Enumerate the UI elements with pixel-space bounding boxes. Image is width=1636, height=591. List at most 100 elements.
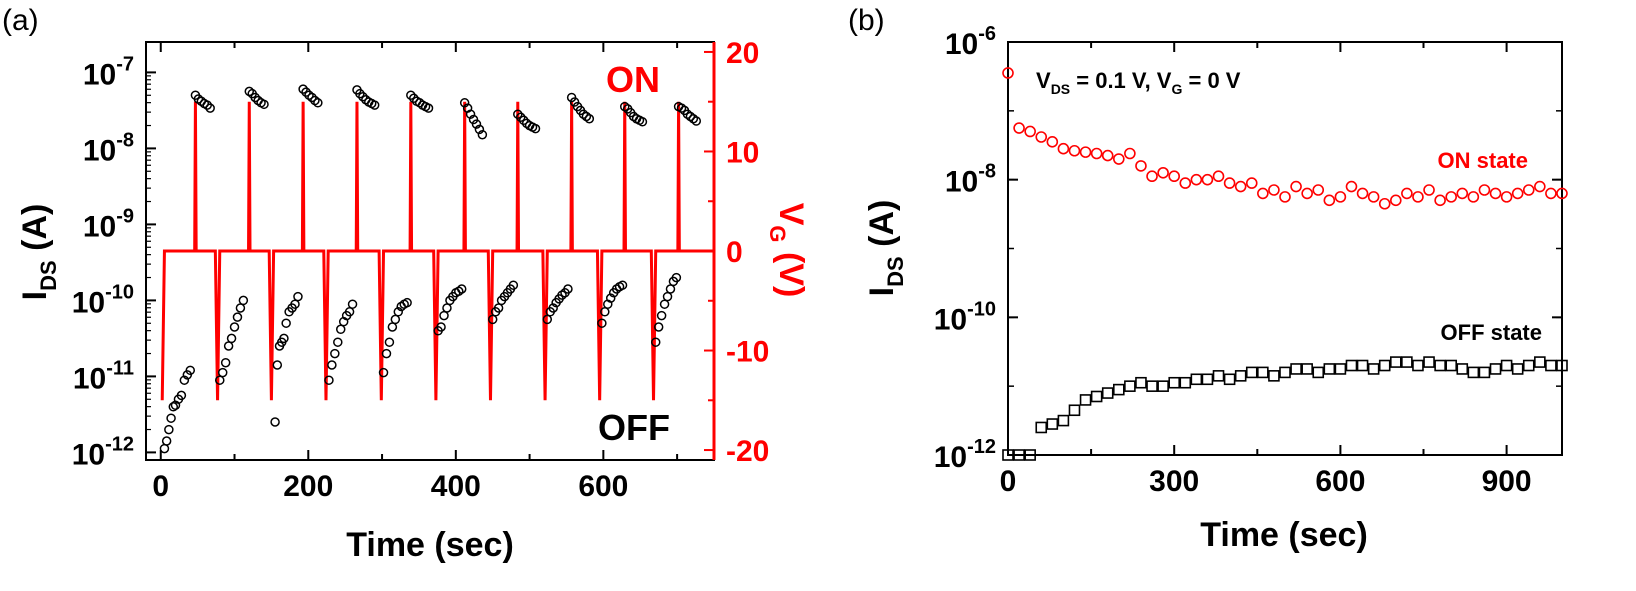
off-point [166,413,176,423]
off-point [161,436,172,446]
on-state-point [1046,136,1059,148]
on-state-point [1223,177,1236,189]
off-state-point [1478,366,1491,379]
off-point [223,341,234,351]
panel-a-y-axis-title: IDS (A) [16,204,61,301]
on-point [423,103,434,113]
off-point [327,360,337,370]
off-state-point [1545,359,1557,372]
off-point [347,299,358,309]
panel-a-label: (a) [2,4,39,37]
on-state-point [1024,125,1036,138]
y-tick-label: 10-7 [83,53,134,91]
on-state-point [1090,147,1103,160]
off-state-point [1190,373,1203,386]
off-state-point [1534,356,1546,368]
off-point [384,337,395,347]
on-state-point [1157,166,1169,179]
off-point [393,307,404,317]
on-state-point [1079,146,1092,158]
on-state-point [1190,173,1203,186]
off-state-point [1378,359,1391,372]
on-state-point [1445,191,1457,203]
y2-tick-label: -20 [726,435,769,468]
on-annotation: ON [606,59,660,100]
on-state-point [1245,177,1258,189]
off-point [402,297,412,308]
cond-v2-rest: = 0 V [1182,68,1240,93]
x-tick-label: 0 [152,470,169,503]
off-point [617,280,628,290]
on-state-point [1146,170,1158,183]
off-point [226,333,237,344]
off-point [563,284,573,294]
on-state-point [1057,142,1070,155]
on-point [691,116,702,126]
off-state-point [1212,370,1225,382]
off-state-point [1290,363,1302,375]
on-point [259,99,269,110]
on-point [250,92,260,103]
panel-a-ylabel-unit: (A) [16,204,54,261]
on-state-point [1334,191,1347,203]
on-state-point [1401,187,1413,200]
off-state-point [1334,363,1347,375]
off-state-point [1223,373,1236,386]
off-state-point [1323,363,1336,375]
off-point [281,318,291,328]
on-state-points [190,84,702,140]
on-point [406,90,416,100]
panel-b-ylabel-sub: DS [883,256,908,287]
off-state-point [1113,383,1125,396]
y-tick-label: 10-10 [934,298,996,336]
off-point [270,417,280,427]
off-state-label: OFF state [1441,320,1542,345]
on-state-point [1179,177,1192,189]
panel-b-ylabel-main: I [863,287,901,296]
panel-b-y-axis-title: IDS (A) [863,200,908,297]
y-tick-label: 10-11 [73,357,134,395]
y-tick-label: 10-9 [83,205,134,243]
on-point [465,109,476,119]
x-tick-label: 600 [1315,465,1365,498]
on-state-point [1423,184,1435,196]
off-state-point [1312,366,1325,379]
on-point [307,92,317,103]
off-state-point [1412,359,1424,372]
vg-waveform [160,101,714,401]
off-annotation: OFF [598,407,670,448]
off-state-point [1401,356,1413,368]
on-state-point [1279,191,1291,203]
off-state-point [1467,366,1480,379]
x-tick-label: 400 [431,470,481,503]
on-state-point [1434,194,1446,207]
off-state-point [1057,414,1070,427]
off-point [229,322,240,332]
x-tick-label: 600 [578,470,628,503]
on-state-point [1367,191,1380,203]
off-state-point [1234,370,1247,382]
off-state-point [1035,421,1048,434]
off-point [232,312,243,322]
off-point [220,357,231,368]
panel-a-ylabel-main: I [16,291,54,300]
on-state-point [1234,180,1247,193]
y-tick-label: 10-12 [72,433,134,471]
off-point [164,424,174,435]
on-state-point [1556,187,1568,200]
cond-v2-sub: G [1171,81,1182,97]
off-point [597,318,607,328]
on-point [205,103,215,113]
on-point [584,114,595,124]
off-point [279,333,289,344]
on-point [515,112,526,122]
cond-v1: V [1036,68,1051,93]
on-state-point [1356,187,1369,200]
off-state-point [1046,418,1059,430]
off-state-point [1024,449,1036,461]
off-point [390,314,401,325]
on-state-point [1467,191,1480,203]
on-state-point [1257,187,1269,200]
on-state-point [1478,184,1491,196]
